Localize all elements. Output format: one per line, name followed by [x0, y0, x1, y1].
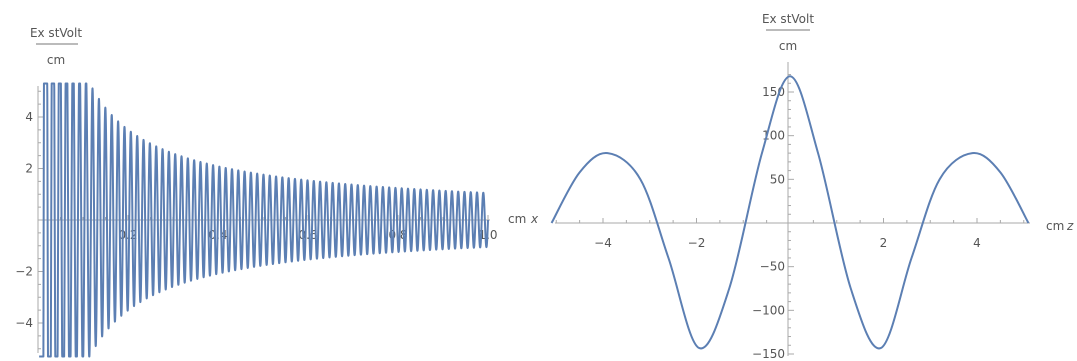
- chart-left: Ex stVolt cm −4−224 0.2 0.4 0.6 0.8 1.0 cm x: [15, 26, 539, 358]
- y-axis-label-numerator: Ex stVolt: [30, 26, 82, 40]
- series-line-ex-vs-z: [550, 75, 1030, 350]
- y-tick-label: 4: [25, 110, 33, 124]
- y-tick-label: 2: [25, 162, 33, 176]
- x-tick-label: −4: [594, 236, 612, 250]
- x-tick-label: −2: [688, 236, 706, 250]
- y-ticks: −4 −2 2 4: [15, 90, 43, 350]
- y-tick-label: −100: [752, 303, 785, 317]
- series-line-ex-vs-x: [38, 82, 489, 358]
- y-axis-label-denominator: cm: [47, 53, 65, 67]
- y-tick-label: 50: [770, 172, 785, 186]
- y-tick-label: −50: [760, 260, 785, 274]
- y-tick-label: −4: [15, 316, 33, 330]
- x-axis-unit: cm: [508, 212, 526, 226]
- x-axis-variable: x: [530, 212, 539, 226]
- x-tick-label: 2: [880, 236, 888, 250]
- y-tick-label: 150: [762, 85, 785, 99]
- y-axis-label-numerator: Ex stVolt: [762, 12, 814, 26]
- x-ticks: −4 −2 2 4: [555, 218, 1025, 250]
- y-tick-label: −150: [752, 347, 785, 361]
- y-tick-label: −2: [15, 265, 33, 279]
- y-axis-label-denominator: cm: [779, 39, 797, 53]
- x-axis-unit: cm: [1046, 219, 1064, 233]
- x-tick-label: 4: [973, 236, 981, 250]
- x-axis-variable: z: [1066, 219, 1074, 233]
